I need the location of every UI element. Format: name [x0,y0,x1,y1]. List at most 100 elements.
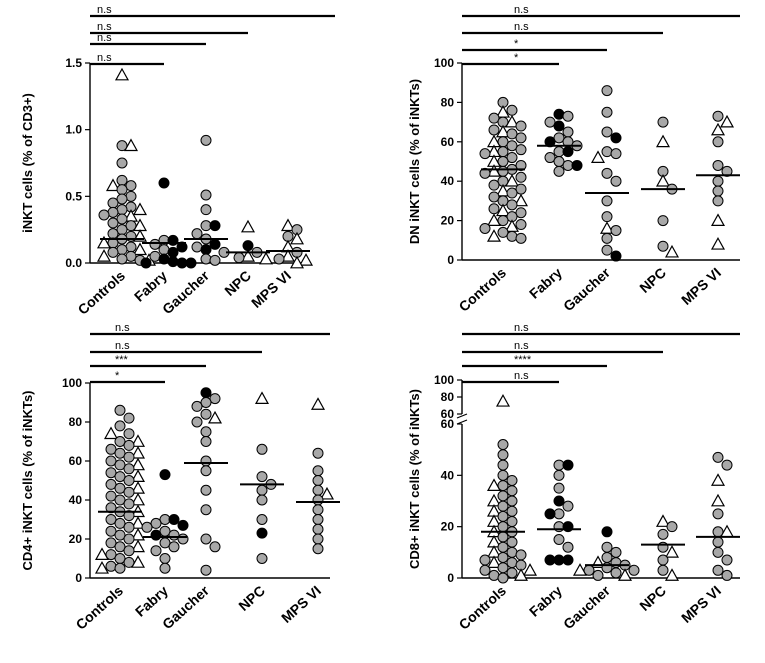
data-point-grey [488,124,500,136]
data-point-grey [200,204,212,216]
data-point-triangle [655,173,671,187]
data-point-grey [488,191,500,203]
data-point-grey [312,465,324,477]
data-point-grey [488,203,500,215]
data-point-grey [515,159,527,171]
x-category-label: Gaucher [159,267,212,317]
data-point-black [209,220,221,232]
data-point-grey [479,148,491,160]
data-point-grey [141,521,153,533]
data-point-grey [114,517,126,529]
data-point-grey [657,554,669,566]
y-tick-label: 100 [434,373,454,387]
data-point-black [167,246,179,258]
data-point-triangle [96,249,112,262]
data-point-grey [479,564,491,576]
data-point-black [553,120,565,132]
data-point-grey [515,144,527,156]
data-point-grey [506,536,518,548]
data-point-black [553,108,565,120]
y-tick-label: 20 [441,214,455,228]
data-point-grey [506,104,518,116]
data-point-grey [116,244,128,256]
data-point-grey [209,393,221,405]
data-point-grey [114,482,126,494]
data-point-grey [116,213,128,225]
data-point-triangle [105,178,121,192]
data-point-grey [506,505,518,517]
data-point-grey [601,244,613,256]
data-point-grey [200,533,212,545]
data-point-black [562,459,574,471]
data-point-grey [601,195,613,207]
data-point-grey [105,478,117,490]
data-point-grey [601,167,613,179]
data-point-grey [150,517,162,529]
data-point-grey [114,529,126,541]
data-point-triangle [486,478,502,491]
data-point-grey [712,159,724,171]
panel-inkt-percent-cd3: 0.0 0.5 1.0 1.5 iNKT cells (% of CD3+) Contro… [20,4,335,318]
data-point-triangle [710,122,726,136]
data-point-grey [312,475,324,486]
data-point-triangle [664,568,680,581]
y-tick-label: 0 [447,571,454,585]
data-point-grey [506,567,518,579]
significance-label: n.s [97,4,112,16]
data-point-black [610,250,622,262]
data-point-grey [553,469,565,481]
data-point-grey [116,193,128,205]
data-point-triangle [495,394,511,407]
data-point-triangle [280,249,296,262]
data-point-grey [123,412,135,424]
data-point-grey [601,541,613,553]
x-category-label: Fabry [526,582,565,620]
data-point-grey [610,546,622,558]
significance-label: n.s [514,322,529,334]
data-point-grey [105,525,117,537]
x-category-label: Gaucher [560,582,613,632]
data-point-black [256,527,268,539]
data-point-grey [200,134,212,146]
data-point-grey [123,439,135,451]
data-point-grey [105,443,117,455]
data-point-grey [105,514,117,525]
data-point-grey [488,569,500,581]
y-tick-label: 60 [69,454,83,468]
y-tick-label: 1.0 [65,123,82,137]
data-point-grey [506,495,518,507]
data-point-grey [200,564,212,576]
y-tick-label: 1.5 [65,56,82,70]
data-point-triangle [710,493,726,507]
data-point-triangle [114,67,130,81]
data-point-grey [114,447,126,459]
data-point-grey [712,175,724,187]
data-point-triangle [132,202,148,216]
data-point-grey [628,564,640,576]
data-point-triangle [664,545,680,558]
data-point-grey [601,126,613,138]
data-point-triangle [103,426,119,440]
data-point-grey [601,85,613,97]
data-point-grey [562,126,574,138]
data-point-black [140,257,152,269]
x-category-label: Gaucher [159,582,212,632]
data-point-grey [479,554,491,566]
data-point-grey [506,474,518,486]
data-point-grey [116,184,128,196]
data-point-black [168,514,180,525]
data-point-triangle [710,473,726,486]
data-point-grey [168,529,180,541]
data-point-grey [657,240,669,252]
data-point-grey [191,241,203,253]
data-point-black [571,159,583,171]
x-category-label: NPC [636,582,669,614]
data-point-grey [497,562,509,574]
x-category-label: Fabry [526,264,565,302]
y-tick-label: 40 [441,468,455,482]
data-point-grey [125,250,137,262]
data-point-grey [256,443,268,455]
data-point-black [167,256,179,268]
data-point-grey [515,132,527,144]
data-point-grey [200,436,212,447]
